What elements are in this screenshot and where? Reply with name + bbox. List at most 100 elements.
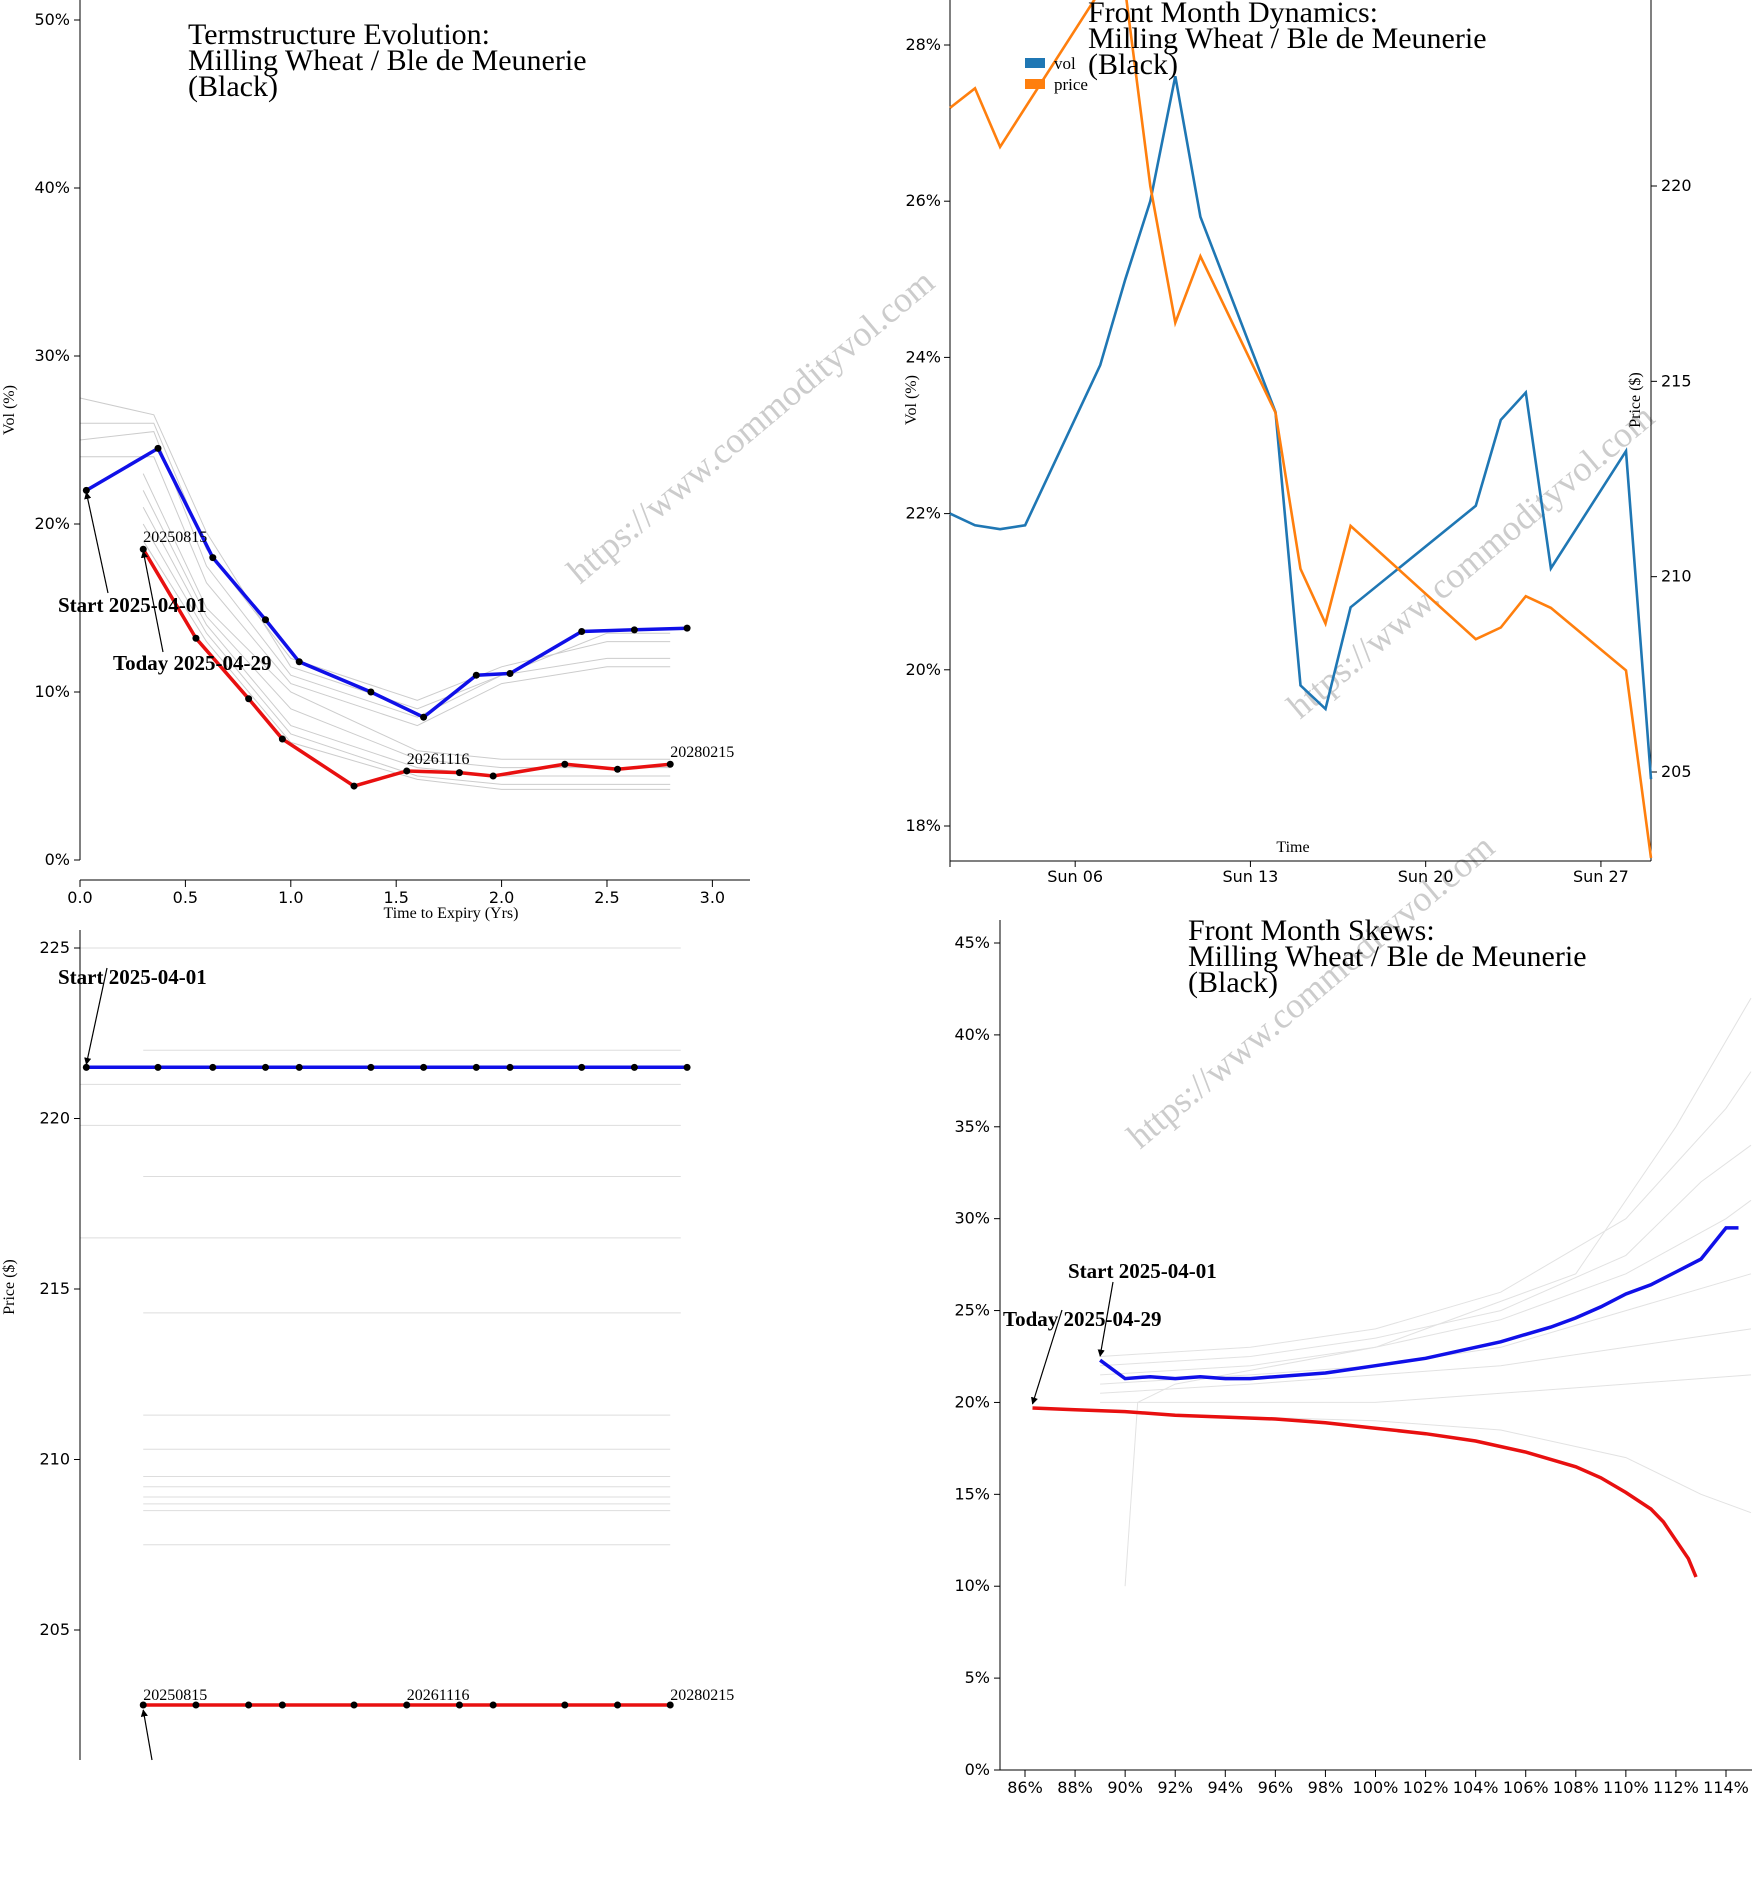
start-point: [683, 1063, 691, 1071]
x-tick-label: 90%: [1107, 1778, 1143, 1797]
today-annotation: Today 2025-04-29: [1003, 1307, 1162, 1331]
annotation-arrow: [84, 967, 108, 1066]
start-point: [683, 624, 691, 632]
expiry-label: 20261116: [407, 1687, 470, 1704]
start-curve: [85, 445, 688, 720]
y-tick-label: 30%: [34, 346, 70, 365]
start-annotation: Start 2025-04-01: [58, 965, 207, 989]
start-point: [472, 671, 480, 679]
y-tick-label: 40%: [954, 1025, 990, 1044]
today-point: [403, 1701, 411, 1709]
x-tick-label: 0.0: [67, 888, 92, 907]
history-curve: [79, 397, 671, 710]
start-point: [295, 1063, 303, 1071]
y-tick-right-label: 220: [1661, 176, 1692, 195]
today-point: [245, 1701, 253, 1709]
watermark-text: https://www.commodityvol.com: [559, 261, 941, 591]
y-tick-label: 22%: [905, 504, 941, 523]
y-tick-label: 25%: [954, 1301, 990, 1320]
y-axis-label-right: Price ($): [1627, 372, 1644, 428]
x-tick-label: 88%: [1057, 1778, 1093, 1797]
x-tick-label: 2.0: [489, 888, 514, 907]
start-annotation: Start 2025-04-01: [58, 593, 207, 617]
y-tick-right-label: 205: [1661, 762, 1692, 781]
x-tick-label: 1.0: [278, 888, 303, 907]
start-point: [261, 616, 269, 624]
y-tick-label: 35%: [954, 1117, 990, 1136]
chart-title-line: (Black): [188, 70, 278, 103]
x-tick-label: 2.5: [594, 888, 619, 907]
watermark-layer: https://www.commodityvol.com https://www.…: [559, 261, 1661, 1156]
history-skew: [1100, 1144, 1752, 1367]
y-tick-label: 10%: [954, 1576, 990, 1595]
x-tick-label: 92%: [1157, 1778, 1193, 1797]
price-line: [949, 0, 1653, 859]
y-axis-label-left: Vol (%): [903, 375, 920, 425]
today-point: [666, 760, 674, 768]
front-month-dynamics-chart: 18% 20% 22% 24% 26% 28% 205 210 215 220 Sun 06 Sun …: [903, 0, 1692, 886]
today-point: [403, 767, 411, 775]
today-point: [139, 1701, 147, 1709]
expiry-label: 20280215: [670, 744, 734, 761]
history-skew: [1100, 1411, 1752, 1514]
today-point: [278, 1701, 286, 1709]
today-point: [350, 782, 358, 790]
today-point: [278, 735, 286, 743]
chart-title-line: Termstructure Evolution:: [188, 18, 490, 51]
history-curve: [142, 540, 671, 790]
y-tick-label: 24%: [905, 347, 941, 366]
start-point: [420, 1063, 428, 1071]
chart-title-line: Milling Wheat / Ble de Meunerie: [188, 44, 587, 77]
x-tick-label: 96%: [1258, 1778, 1294, 1797]
y-tick-label: 28%: [905, 35, 941, 54]
legend-swatch-vol: [1025, 58, 1045, 68]
x-tick-label: 98%: [1308, 1778, 1344, 1797]
x-tick-label: 3.0: [700, 888, 725, 907]
chart-title-line: Milling Wheat / Ble de Meunerie: [1088, 22, 1487, 55]
expiry-label: 20250815: [143, 529, 207, 546]
start-point: [472, 1063, 480, 1071]
today-skew-curve: [1032, 1406, 1698, 1578]
today-point: [455, 769, 463, 777]
start-point: [420, 713, 428, 721]
x-tick-label: 106%: [1503, 1778, 1549, 1797]
legend-swatch-price: [1025, 79, 1045, 89]
y-tick-label: 215: [39, 1279, 70, 1298]
x-axis-label: Time to Expiry (Yrs): [384, 905, 519, 922]
x-axis-label: Time: [1276, 839, 1309, 856]
x-tick-label: 102%: [1403, 1778, 1449, 1797]
y-tick-label: 18%: [905, 816, 941, 835]
chart-title-line: Front Month Skews:: [1188, 914, 1435, 947]
y-tick-label: 40%: [34, 178, 70, 197]
chart-title-line: Milling Wheat / Ble de Meunerie: [1188, 940, 1587, 973]
legend-label-vol: vol: [1054, 54, 1076, 73]
annotation-arrow: [140, 1709, 153, 1761]
y-tick-right-label: 210: [1661, 567, 1692, 586]
y-tick-label: 210: [39, 1450, 70, 1469]
y-tick-label: 0%: [965, 1760, 990, 1779]
y-tick-right-label: 215: [1661, 371, 1692, 390]
y-tick-label: 30%: [954, 1209, 990, 1228]
x-tick-label: 100%: [1353, 1778, 1399, 1797]
today-point: [614, 1701, 622, 1709]
chart-title-line: Front Month Dynamics:: [1088, 0, 1378, 29]
history-skew: [1124, 997, 1752, 1587]
x-tick-label: Sun 06: [1047, 867, 1103, 886]
x-tick-label: 86%: [1007, 1778, 1043, 1797]
start-point: [578, 628, 586, 636]
annotation-arrow: [140, 550, 164, 653]
vol-line: [949, 75, 1653, 780]
chart-title-line: (Black): [1188, 966, 1278, 999]
annotation-arrow: [1097, 1281, 1114, 1357]
expiry-label: 20280215: [670, 1687, 734, 1704]
today-point: [192, 1701, 200, 1709]
y-tick-label: 220: [39, 1109, 70, 1128]
y-axis-label: Vol (%): [1, 385, 18, 435]
front-month-skews-chart: 0% 5% 10% 15% 20% 25% 30% 35% 40% 45% 86% 88% 90% 92%…: [954, 914, 1752, 1797]
today-point: [489, 1701, 497, 1709]
history-skew: [1100, 1374, 1752, 1403]
today-point: [350, 1701, 358, 1709]
start-point: [261, 1063, 269, 1071]
y-tick-label: 0%: [45, 850, 70, 869]
history-curve: [142, 473, 671, 760]
